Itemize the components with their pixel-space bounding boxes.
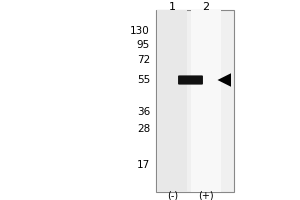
- Text: 17: 17: [137, 160, 150, 170]
- Text: 36: 36: [137, 107, 150, 117]
- Polygon shape: [218, 73, 231, 87]
- Text: 72: 72: [137, 55, 150, 65]
- Bar: [158, 10, 188, 192]
- Text: (+): (+): [198, 190, 213, 200]
- FancyBboxPatch shape: [178, 75, 203, 85]
- Text: 95: 95: [137, 40, 150, 50]
- Bar: [156, 10, 234, 192]
- Text: 55: 55: [137, 75, 150, 85]
- Text: 2: 2: [202, 2, 209, 12]
- Text: 130: 130: [130, 26, 150, 36]
- Text: (-): (-): [167, 190, 178, 200]
- Text: 28: 28: [137, 124, 150, 134]
- Text: 1: 1: [169, 2, 176, 12]
- Bar: [190, 10, 220, 192]
